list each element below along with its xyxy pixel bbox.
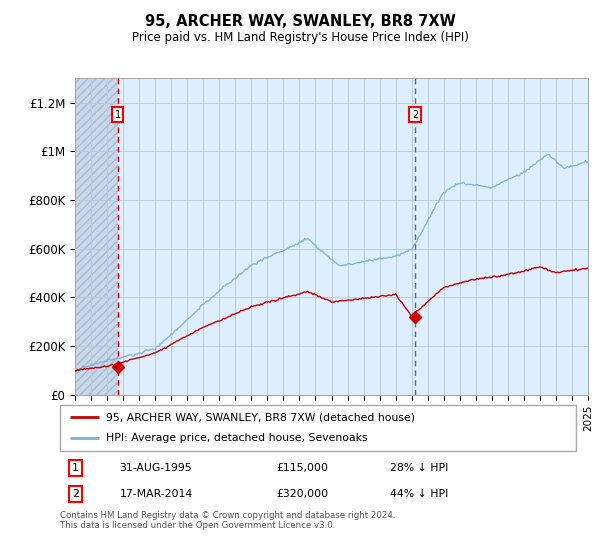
- Text: 2: 2: [72, 489, 79, 500]
- Text: Price paid vs. HM Land Registry's House Price Index (HPI): Price paid vs. HM Land Registry's House …: [131, 31, 469, 44]
- Text: 17-MAR-2014: 17-MAR-2014: [119, 489, 193, 500]
- Text: £320,000: £320,000: [277, 489, 329, 500]
- Text: 1: 1: [115, 110, 121, 120]
- Text: 1: 1: [72, 463, 79, 473]
- Text: £115,000: £115,000: [277, 463, 329, 473]
- Text: HPI: Average price, detached house, Sevenoaks: HPI: Average price, detached house, Seve…: [106, 433, 368, 444]
- Text: 31-AUG-1995: 31-AUG-1995: [119, 463, 192, 473]
- Text: Contains HM Land Registry data © Crown copyright and database right 2024.
This d: Contains HM Land Registry data © Crown c…: [60, 511, 395, 530]
- Text: 28% ↓ HPI: 28% ↓ HPI: [390, 463, 449, 473]
- Text: 44% ↓ HPI: 44% ↓ HPI: [390, 489, 449, 500]
- Text: 95, ARCHER WAY, SWANLEY, BR8 7XW: 95, ARCHER WAY, SWANLEY, BR8 7XW: [145, 14, 455, 29]
- Bar: [75, 78, 118, 395]
- Text: 95, ARCHER WAY, SWANLEY, BR8 7XW (detached house): 95, ARCHER WAY, SWANLEY, BR8 7XW (detach…: [106, 412, 415, 422]
- Text: 2: 2: [412, 110, 418, 120]
- FancyBboxPatch shape: [60, 405, 576, 451]
- Bar: [118, 78, 588, 395]
